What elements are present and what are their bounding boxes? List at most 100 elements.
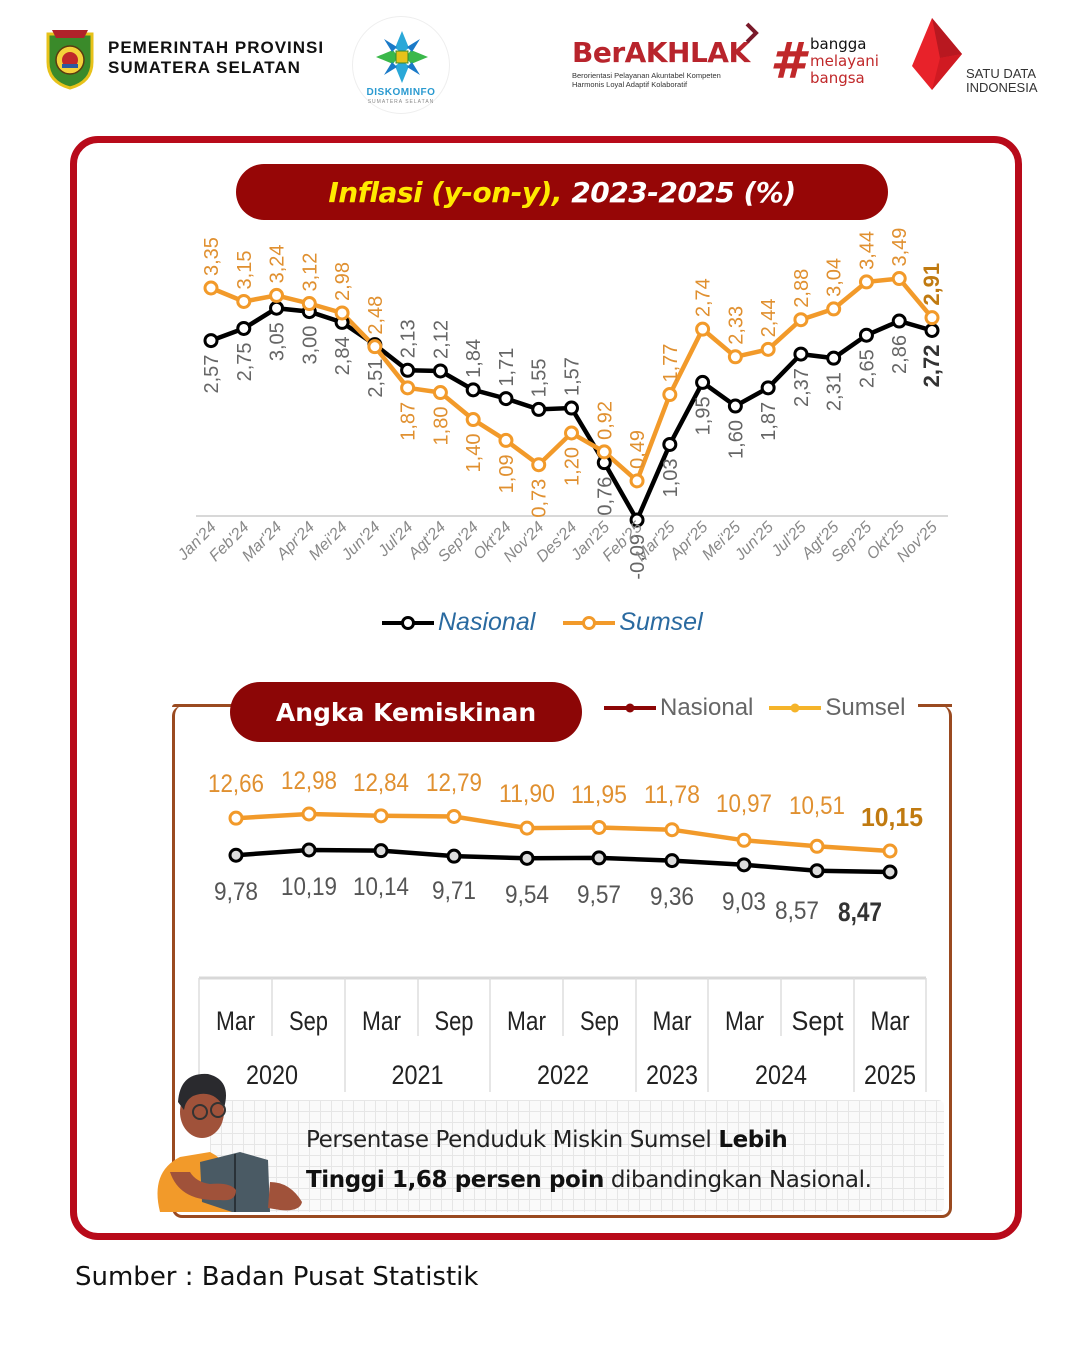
data-label: 2,86 [889,335,911,374]
data-label: 1,80 [430,407,452,446]
data-point [809,863,825,879]
data-point [793,312,809,328]
data-label: 1,57 [562,357,584,396]
data-label: 2,12 [430,320,452,359]
gov-line-2: SUMATERA SELATAN [108,58,301,77]
data-label: 2,48 [365,296,387,335]
data-point [591,819,607,835]
bangga-melayani-bangsa-logo: # bangga melayani bangsa [770,34,900,94]
diskominfo-name: DISKOMINFO [366,87,436,98]
data-label: 0,49 [627,430,649,469]
data-label: 2,88 [791,269,813,308]
chevron-right-icon [745,22,759,44]
note-text-1: Persentase Penduduk Miskin Sumsel [306,1127,719,1153]
data-point [760,341,776,357]
data-point [446,848,462,864]
year-label: 2023 [646,1060,698,1090]
data-label: 8,47 [838,897,882,927]
data-label: 2,13 [398,319,420,358]
data-point [400,362,416,378]
melayani-text: melayani [810,52,879,70]
data-point [301,842,317,858]
year-label: 2024 [755,1060,807,1090]
data-point [695,374,711,390]
data-label: 3,12 [299,253,321,292]
data-label: 9,36 [650,883,694,911]
data-point [809,838,825,854]
data-label: 2,57 [201,355,223,394]
note-bold-1: Lebih [718,1127,788,1153]
data-point [858,274,874,290]
data-point [373,843,389,859]
data-point [531,401,547,417]
data-point [727,349,743,365]
data-label: 1,77 [660,344,682,383]
data-label: 1,55 [529,358,551,397]
data-label: 3,00 [299,326,321,365]
data-label: 2,91 [919,263,944,306]
satu-data-line1: SATU DATA [966,66,1037,81]
data-label: 10,51 [789,792,845,820]
data-label: 1,87 [758,402,780,441]
note-grid-background [210,1100,944,1212]
satu-data-line2: INDONESIA [966,80,1038,95]
data-label: 11,95 [571,781,627,809]
data-label: 11,78 [644,781,700,809]
inflation-line-chart: 2,57 2,75 3,05 3,00 2,84 2,51 2,13 2,12 1,84 1,71… [174,228,948,580]
data-label: 3,49 [889,228,911,267]
data-label: 10,15 [861,802,923,832]
data-point [446,808,462,824]
poverty-border-top-right [918,704,952,707]
poverty-title: Angka Kemiskinan [230,682,582,742]
berakhlak-line1: Berorientasi Pelayanan Akuntabel Kompete… [572,71,721,80]
satu-data-indonesia-logo: SATU DATA INDONESIA [912,16,1052,96]
data-label: 0,76 [594,477,616,516]
hash-icon: # [770,32,805,90]
data-label: 1,09 [496,454,518,493]
data-label: 10,14 [353,873,409,901]
data-point [301,806,317,822]
data-label: 10,19 [281,873,337,901]
data-label: 3,04 [824,258,846,297]
data-label: 2,75 [234,342,256,381]
data-point [334,305,350,321]
nasional-line-marker-icon [382,615,434,630]
berakhlak-title: BerAKHLAK [572,36,750,69]
data-point [236,320,252,336]
period-label: Sept [792,1006,844,1036]
data-label: 9,71 [432,877,476,905]
data-source: Sumber : Badan Pusat Statistik [75,1262,479,1292]
data-label: 1,60 [725,420,747,459]
data-label: 9,57 [577,881,621,909]
sumsel-line-marker-icon [563,615,616,630]
legend-sumsel: Sumsel [767,694,905,722]
data-label: 2,31 [824,372,846,411]
data-point [891,271,907,287]
data-label: 1,03 [660,458,682,497]
government-name: PEMERINTAH PROVINSI SUMATERA SELATAN [108,38,324,78]
data-point [664,822,680,838]
person-reading-illustration [157,1073,302,1212]
inflation-title: Inflasi (y-on-y), 2023-2025 (%) [236,164,888,220]
sumsel-line-marker-icon [769,703,822,713]
year-label: 2020 [246,1060,298,1090]
data-point [519,820,535,836]
data-point [924,322,940,338]
sumsel-line [235,811,891,854]
legend-nasional-label: Nasional [660,694,754,721]
legend-nasional: Nasional [380,608,535,637]
data-point [629,512,645,528]
data-label: 9,78 [214,878,258,906]
berakhlak-logo: BerAKHLAK Berorientasi Pelayanan Akuntab… [572,22,762,92]
legend-nasional: Nasional [602,694,753,722]
data-point [367,339,383,355]
data-point [269,287,285,303]
legend-sumsel-label: Sumsel [825,694,906,721]
data-label: 11,90 [499,780,555,808]
data-label: 2,84 [332,336,354,375]
data-label: 2,65 [856,349,878,388]
data-point [826,301,842,317]
data-label: 12,84 [353,769,409,797]
data-point [269,300,285,316]
poverty-line-chart: 12,66 12,98 12,84 12,79 11,90 11,95 11,78 10,97… [198,767,927,1092]
